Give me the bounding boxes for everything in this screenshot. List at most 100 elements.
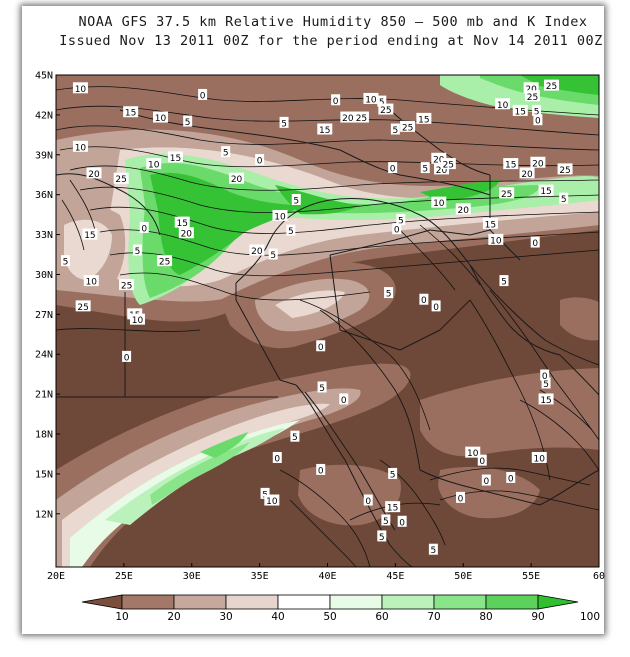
svg-text:10: 10 — [266, 497, 278, 507]
contour-label: 15 — [123, 106, 139, 119]
svg-text:5: 5 — [135, 247, 141, 257]
legend-swatch — [81, 594, 123, 610]
k-index-contours — [56, 86, 599, 567]
svg-text:0: 0 — [200, 91, 206, 101]
svg-text:25: 25 — [159, 258, 170, 268]
svg-text:25: 25 — [443, 161, 454, 171]
svg-text:5: 5 — [63, 258, 69, 268]
svg-text:15: 15 — [177, 219, 188, 229]
svg-text:15: 15 — [485, 220, 496, 230]
contour-label: 25 — [353, 111, 369, 124]
svg-text:5: 5 — [543, 380, 549, 390]
contour-label: 20 — [340, 111, 356, 124]
svg-text:5: 5 — [501, 278, 507, 288]
svg-text:5: 5 — [383, 517, 389, 527]
lon-tick-label: 25E — [115, 571, 133, 582]
svg-text:0: 0 — [394, 226, 400, 236]
svg-text:5: 5 — [185, 118, 191, 128]
svg-text:25: 25 — [501, 190, 512, 200]
legend-label: 90 — [531, 611, 544, 623]
country-borders — [56, 104, 599, 567]
contour-label: 20 — [178, 227, 194, 240]
contour-label: 15 — [82, 228, 98, 241]
legend-swatch — [485, 594, 539, 610]
lon-tick-label: 35E — [251, 571, 269, 582]
svg-text:15: 15 — [505, 161, 516, 171]
legend-swatch — [173, 594, 227, 610]
lon-tick-label: 50E — [454, 571, 472, 582]
legend-label: 100 — [580, 611, 600, 623]
contour-label: 5 — [388, 467, 398, 480]
contour-label: 10 — [129, 313, 145, 326]
contour-label: 15 — [512, 104, 528, 117]
lon-tick-label: 30E — [183, 571, 201, 582]
contour-label: 0 — [198, 88, 208, 101]
svg-text:25: 25 — [380, 106, 391, 116]
legend-label: 30 — [219, 611, 232, 623]
svg-text:0: 0 — [542, 372, 548, 382]
contour-label: 15 — [503, 158, 519, 171]
contour-label: 0 — [363, 494, 373, 507]
svg-text:15: 15 — [515, 107, 526, 117]
contour-label: 10 — [465, 446, 481, 459]
lon-tick-label: 40E — [318, 571, 336, 582]
legend-colorbar: 10 20 30 40 50 60 70 80 90 100 — [81, 594, 600, 623]
svg-text:0: 0 — [535, 117, 541, 127]
lat-tick-label: 30N — [35, 270, 53, 281]
lat-tick-label: 39N — [35, 150, 53, 161]
lat-tick-label: 21N — [35, 390, 53, 401]
svg-text:25: 25 — [402, 123, 413, 133]
legend-swatch — [433, 594, 487, 610]
svg-text:10: 10 — [75, 143, 87, 153]
contour-label: 0 — [477, 454, 487, 467]
contour-label: 15 — [174, 216, 190, 229]
lat-tick-label: 18N — [35, 430, 53, 441]
svg-text:5: 5 — [398, 216, 404, 226]
svg-text:10: 10 — [132, 316, 144, 326]
svg-text:0: 0 — [399, 518, 405, 528]
contour-label: 5 — [317, 381, 327, 394]
contour-label: 0 — [388, 162, 398, 175]
contour-label: 20 — [249, 244, 265, 257]
svg-text:0: 0 — [390, 165, 396, 175]
contour-label: 5 — [279, 116, 289, 129]
contour-label: 25 — [557, 163, 573, 176]
contour-label: 0 — [331, 94, 341, 107]
contour-label: 10 — [272, 209, 288, 222]
legend-label: 80 — [479, 611, 492, 623]
contour-label: 20 — [455, 203, 471, 216]
contour-label: 5 — [390, 123, 400, 136]
svg-text:0: 0 — [458, 494, 464, 504]
svg-text:5: 5 — [281, 119, 287, 129]
svg-text:0: 0 — [318, 466, 324, 476]
contour-label: 25 — [543, 79, 559, 92]
svg-text:5: 5 — [379, 533, 385, 543]
contour-label: 15 — [167, 151, 183, 164]
svg-text:0: 0 — [532, 239, 538, 249]
contour-label: 20 — [519, 167, 535, 180]
svg-text:5: 5 — [393, 126, 399, 136]
contour-label: 0 — [419, 293, 429, 306]
contour-label: 25 — [157, 255, 173, 268]
contour-label: 25 — [119, 279, 135, 292]
contour-label: 25 — [378, 103, 394, 116]
contour-label: 5 — [291, 193, 301, 206]
svg-text:20: 20 — [433, 155, 445, 165]
contour-label: 5 — [384, 287, 394, 300]
svg-text:20: 20 — [181, 230, 193, 240]
svg-text:20: 20 — [251, 247, 263, 257]
svg-text:0: 0 — [508, 474, 514, 484]
contour-label: 0 — [456, 491, 466, 504]
contour-label: 5 — [132, 244, 142, 257]
contour-label: 15 — [317, 123, 333, 136]
svg-text:20: 20 — [532, 159, 544, 169]
lat-tick-label: 27N — [35, 310, 53, 321]
contour-label: 5 — [559, 192, 569, 205]
lat-tick-label: 36N — [35, 190, 53, 201]
svg-text:10: 10 — [86, 278, 98, 288]
contour-label: 10 — [363, 92, 379, 105]
lat-tick-label: 15N — [35, 469, 53, 480]
svg-text:0: 0 — [318, 343, 324, 353]
legend-label: 60 — [375, 611, 388, 623]
